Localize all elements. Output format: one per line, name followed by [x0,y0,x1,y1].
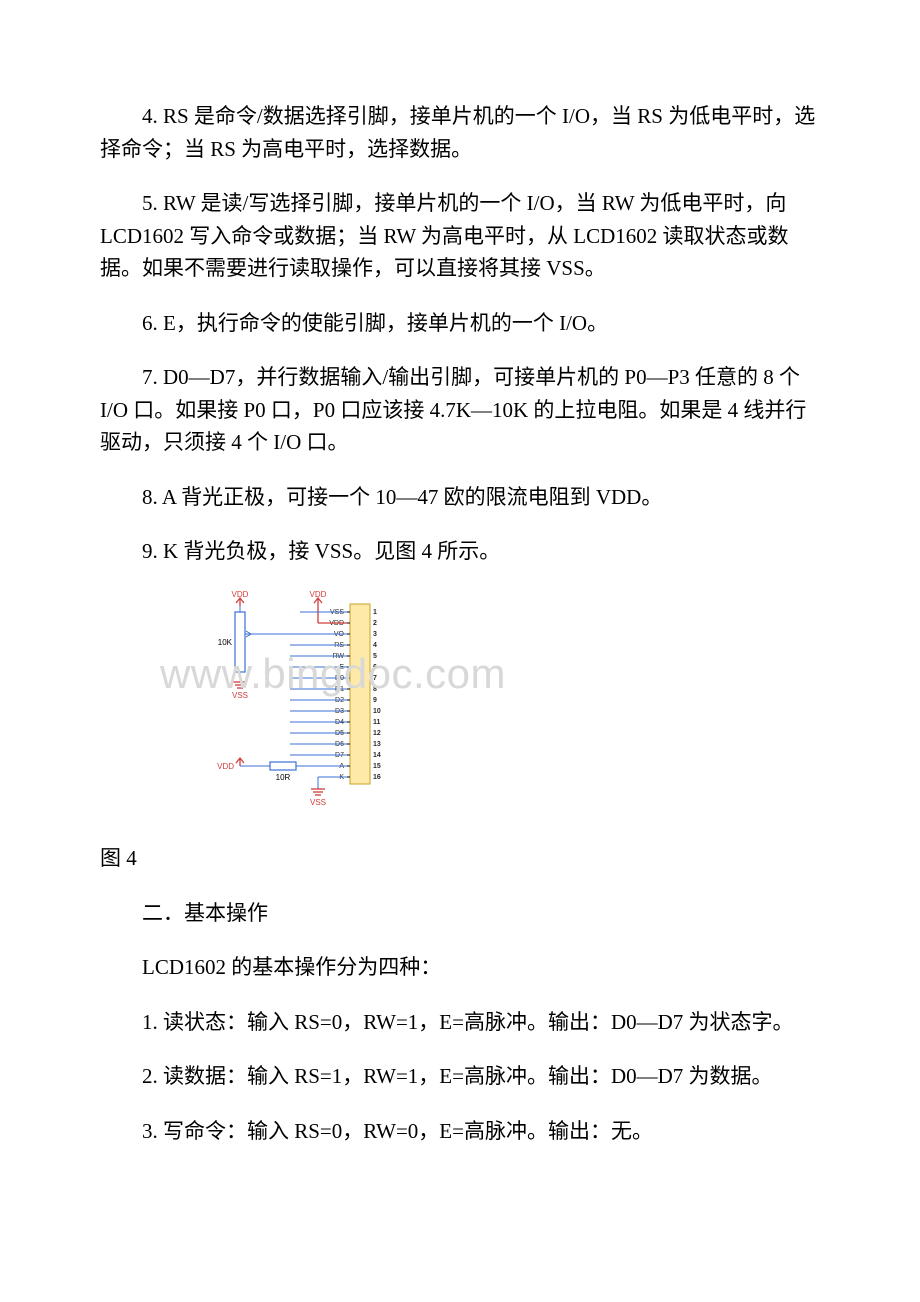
svg-text:VDD: VDD [232,590,249,599]
svg-text:14: 14 [373,752,381,759]
section-heading-2: 二．基本操作 [100,897,820,930]
operation-3: 3. 写命令：输入 RS=0，RW=0，E=高脉冲。输出：无。 [100,1115,820,1148]
operation-2: 2. 读数据：输入 RS=1，RW=1，E=高脉冲。输出：D0—D7 为数据。 [100,1060,820,1093]
svg-text:7: 7 [373,675,377,682]
svg-text:3: 3 [373,631,377,638]
svg-text:10R: 10R [276,773,291,782]
intro-paragraph: LCD1602 的基本操作分为四种： [100,951,820,984]
paragraph-8: 8. A 背光正极，可接一个 10—47 欧的限流电阻到 VDD。 [100,481,820,514]
svg-text:12: 12 [373,730,381,737]
svg-text:9: 9 [373,697,377,704]
paragraph-6: 6. E，执行命令的使能引脚，接单片机的一个 I/O。 [100,307,820,340]
svg-text:VSS: VSS [310,798,326,807]
document-page: 4. RS 是命令/数据选择引脚，接单片机的一个 I/O，当 RS 为低电平时，… [0,0,920,1229]
svg-text:8: 8 [373,686,377,693]
svg-text:6: 6 [373,664,377,671]
paragraph-9: 9. K 背光负极，接 VSS。见图 4 所示。 [100,535,820,568]
svg-text:15: 15 [373,763,381,770]
paragraph-7: 7. D0—D7，并行数据输入/输出引脚，可接单片机的 P0—P3 任意的 8 … [100,361,820,459]
svg-text:1: 1 [373,609,377,616]
svg-text:VDD: VDD [310,590,327,599]
svg-text:VDD: VDD [217,762,234,771]
svg-text:11: 11 [373,719,381,726]
figure-4-diagram: www.bingdoc.com 1VSS2VDD3VO4RS5RW6E7D08D… [200,590,460,830]
svg-text:10K: 10K [218,638,233,647]
svg-text:13: 13 [373,741,381,748]
schematic-svg: 1VSS2VDD3VO4RS5RW6E7D08D19D210D311D412D5… [200,590,440,820]
operation-1: 1. 读状态：输入 RS=0，RW=1，E=高脉冲。输出：D0—D7 为状态字。 [100,1006,820,1039]
svg-text:2: 2 [373,620,377,627]
svg-text:VSS: VSS [232,691,248,700]
svg-text:5: 5 [373,653,377,660]
paragraph-4: 4. RS 是命令/数据选择引脚，接单片机的一个 I/O，当 RS 为低电平时，… [100,100,820,165]
svg-text:10: 10 [373,708,381,715]
svg-text:16: 16 [373,774,381,781]
figure-4-label: 图 4 [100,842,820,875]
svg-text:4: 4 [373,642,377,649]
paragraph-5: 5. RW 是读/写选择引脚，接单片机的一个 I/O，当 RW 为低电平时，向 … [100,187,820,285]
